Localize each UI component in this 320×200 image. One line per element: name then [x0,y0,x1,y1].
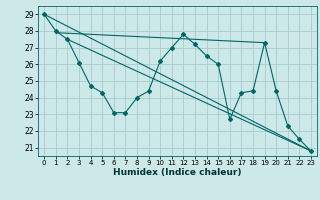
X-axis label: Humidex (Indice chaleur): Humidex (Indice chaleur) [113,168,242,177]
